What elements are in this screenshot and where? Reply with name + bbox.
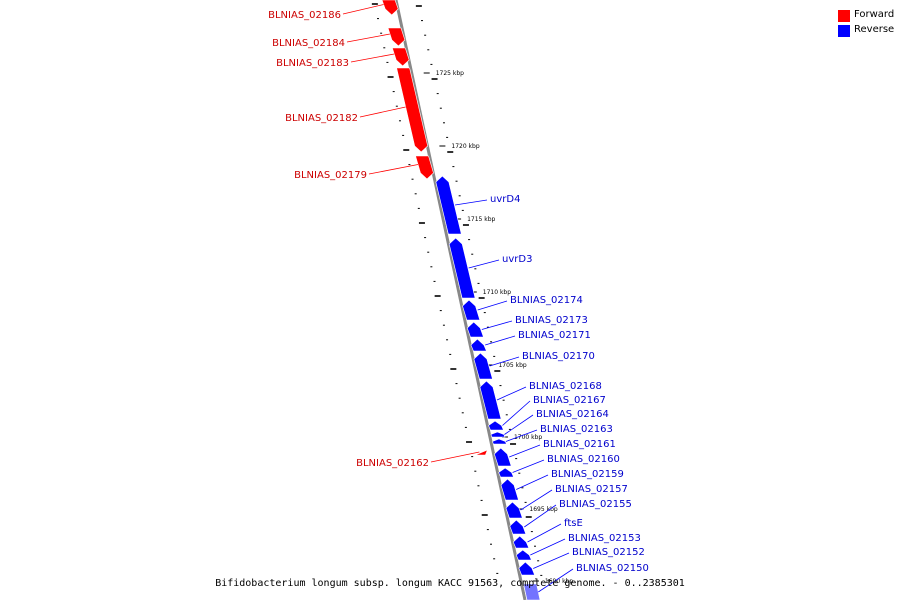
gene-features (381, 0, 541, 600)
gene-leader-line (455, 199, 488, 206)
gene-label[interactable]: BLNIAS_02159 (551, 469, 624, 480)
gene-feature[interactable] (490, 431, 506, 438)
legend-label-forward: Forward (854, 9, 895, 20)
gene-leader-line (481, 320, 513, 330)
gene-feature[interactable] (466, 321, 484, 338)
gene-label[interactable]: BLNIAS_02164 (536, 409, 609, 420)
gene-feature[interactable] (491, 438, 507, 445)
ruler-label: 1710 kbp (483, 289, 511, 296)
gene-feature[interactable] (435, 175, 462, 235)
gene-leader-line (524, 504, 557, 528)
gene-leader-line (527, 523, 562, 543)
gene-feature[interactable] (396, 67, 429, 153)
gene-label[interactable]: BLNIAS_02163 (540, 424, 613, 435)
gene-label[interactable]: BLNIAS_02184 (272, 38, 345, 49)
gene-leader-line (504, 414, 534, 435)
gene-leader-line (533, 552, 570, 569)
gene-leader-line (346, 33, 391, 43)
gene-label[interactable]: uvrD4 (490, 194, 520, 205)
gene-leader-line (350, 53, 395, 63)
gene-feature[interactable] (391, 47, 410, 67)
gene-leader-line (502, 400, 531, 426)
ruler-label: 1720 kbp (451, 143, 479, 150)
ruler-label: 1700 kbp (514, 434, 542, 441)
gene-label[interactable]: BLNIAS_02179 (294, 170, 367, 181)
ruler-label: 1715 kbp (467, 216, 495, 223)
gene-label[interactable]: BLNIAS_02155 (559, 499, 632, 510)
gene-leader-line (489, 356, 520, 367)
gene-label[interactable]: BLNIAS_02152 (572, 547, 645, 558)
gene-leader-line (430, 451, 480, 463)
gene-label[interactable]: BLNIAS_02168 (529, 381, 602, 392)
gene-label[interactable]: BLNIAS_02186 (268, 10, 341, 21)
gene-label[interactable]: BLNIAS_02162 (356, 458, 429, 469)
gene-leader-line (368, 164, 419, 175)
gene-feature[interactable] (448, 237, 476, 299)
gene-label[interactable]: BLNIAS_02153 (568, 533, 641, 544)
gene-label[interactable]: BLNIAS_02174 (510, 295, 583, 306)
gene-feature[interactable] (479, 380, 502, 420)
gene-feature[interactable] (475, 449, 488, 456)
gene-feature[interactable] (387, 27, 406, 47)
gene-label[interactable]: ftsE (564, 518, 583, 529)
gene-label[interactable]: BLNIAS_02150 (576, 563, 649, 574)
gene-feature[interactable] (523, 583, 541, 600)
gene-feature[interactable] (470, 338, 487, 352)
legend-label-reverse: Reverse (854, 24, 895, 35)
gene-leader-line (520, 489, 553, 511)
gene-feature[interactable] (509, 519, 527, 535)
gene-label[interactable]: BLNIAS_02161 (543, 439, 616, 450)
gene-feature[interactable] (505, 501, 523, 519)
gene-feature[interactable] (493, 447, 512, 467)
ruler-label: 1695 kbp (529, 506, 557, 513)
gene-feature[interactable] (415, 155, 434, 180)
gene-leader-line (359, 106, 406, 118)
gene-leader-line (468, 259, 500, 269)
gene-leader-line (477, 300, 508, 311)
gene-leader-line (538, 568, 574, 593)
ruler-label: 1725 kbp (436, 70, 464, 77)
gene-leader-line (505, 429, 538, 442)
ruler-label: 1705 kbp (498, 362, 526, 369)
gene-feature[interactable] (498, 467, 515, 478)
gene-label[interactable]: BLNIAS_02183 (276, 58, 349, 69)
gene-feature[interactable] (462, 299, 481, 321)
genome-backbone (394, 0, 527, 600)
gene-leader-line (496, 386, 527, 401)
gene-feature[interactable] (500, 478, 519, 501)
gene-feature[interactable] (473, 352, 493, 380)
gene-feature[interactable] (488, 420, 504, 431)
gene-label[interactable]: BLNIAS_02171 (518, 330, 591, 341)
ruler-labels: 1725 kbp 1720 kbp 1715 kbp 1710 kbp 1705 kbp… (423, 70, 573, 585)
ruler-label: 1690 kbp (545, 578, 573, 585)
tick-marks (371, 3, 543, 576)
legend-swatch-reverse (838, 25, 850, 37)
legend-swatch-forward (838, 10, 850, 22)
gene-leader-line (530, 538, 566, 556)
gene-label[interactable]: uvrD3 (502, 254, 532, 265)
gene-label[interactable]: BLNIAS_02160 (547, 454, 620, 465)
gene-feature[interactable] (381, 0, 399, 16)
genome-caption: Bifidobacterium longum subsp. longum KAC… (215, 578, 685, 589)
gene-labels: BLNIAS_02186 BLNIAS_02184 BLNIAS_02183 BLNI… (268, 4, 649, 593)
gene-label[interactable]: BLNIAS_02173 (515, 315, 588, 326)
gene-label[interactable]: BLNIAS_02182 (285, 113, 358, 124)
gene-label[interactable]: BLNIAS_02167 (533, 395, 606, 406)
gene-leader-line (516, 474, 549, 490)
gene-leader-line (342, 4, 384, 15)
gene-label[interactable]: BLNIAS_02170 (522, 351, 595, 362)
gene-leader-line (485, 335, 516, 346)
gene-feature[interactable] (515, 549, 532, 561)
gene-feature[interactable] (518, 561, 536, 576)
gene-leader-line (509, 444, 541, 458)
gene-feature[interactable] (512, 535, 530, 549)
gene-label[interactable]: BLNIAS_02157 (555, 484, 628, 495)
gene-leader-line (512, 459, 545, 473)
